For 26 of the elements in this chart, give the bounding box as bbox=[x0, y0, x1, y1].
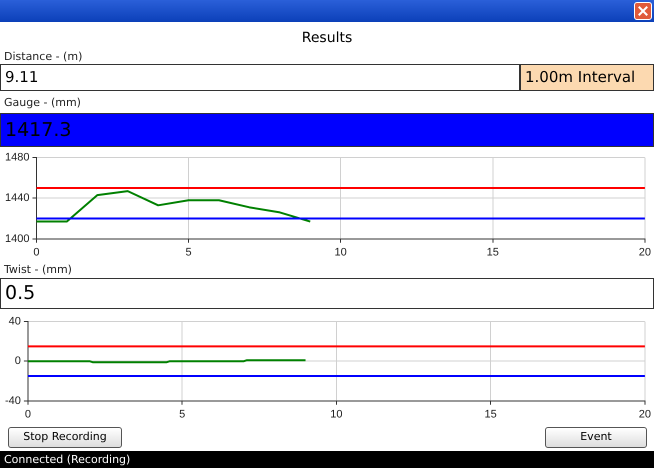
text: 1.00m Interval bbox=[520, 64, 654, 91]
chart-title: Results bbox=[300, 30, 354, 46]
x-tick-label: 15 bbox=[486, 246, 499, 258]
x-tick-label: 5 bbox=[186, 246, 192, 258]
text: Event bbox=[545, 427, 647, 448]
text: Stop Recording bbox=[8, 427, 122, 448]
x-tick-label: 20 bbox=[638, 408, 652, 420]
y-tick-label: 0 bbox=[14, 355, 21, 368]
text: 1417.3 bbox=[0, 113, 654, 147]
text: Distance - (m) bbox=[4, 50, 82, 63]
x-tick-label: 5 bbox=[179, 408, 186, 420]
y-tick-label: 1440 bbox=[4, 192, 30, 204]
y-tick-label: 1400 bbox=[4, 232, 30, 245]
text: 0.5 bbox=[0, 278, 654, 309]
x-tick-label: 10 bbox=[334, 246, 347, 258]
x-tick-label: 0 bbox=[33, 246, 40, 258]
y-tick-label: -40 bbox=[4, 394, 21, 407]
x-tick-label: 15 bbox=[484, 408, 497, 420]
y-tick-label: 40 bbox=[8, 316, 21, 328]
text: 9.11 bbox=[0, 64, 520, 91]
text: Twist - (mm) bbox=[4, 263, 72, 276]
y-tick-label: 1480 bbox=[4, 152, 30, 164]
text: Connected (Recording) bbox=[0, 451, 654, 468]
x-tick-label: 20 bbox=[638, 246, 652, 258]
x-tick-label: 10 bbox=[330, 408, 343, 420]
text: Gauge - (mm) bbox=[4, 96, 81, 109]
